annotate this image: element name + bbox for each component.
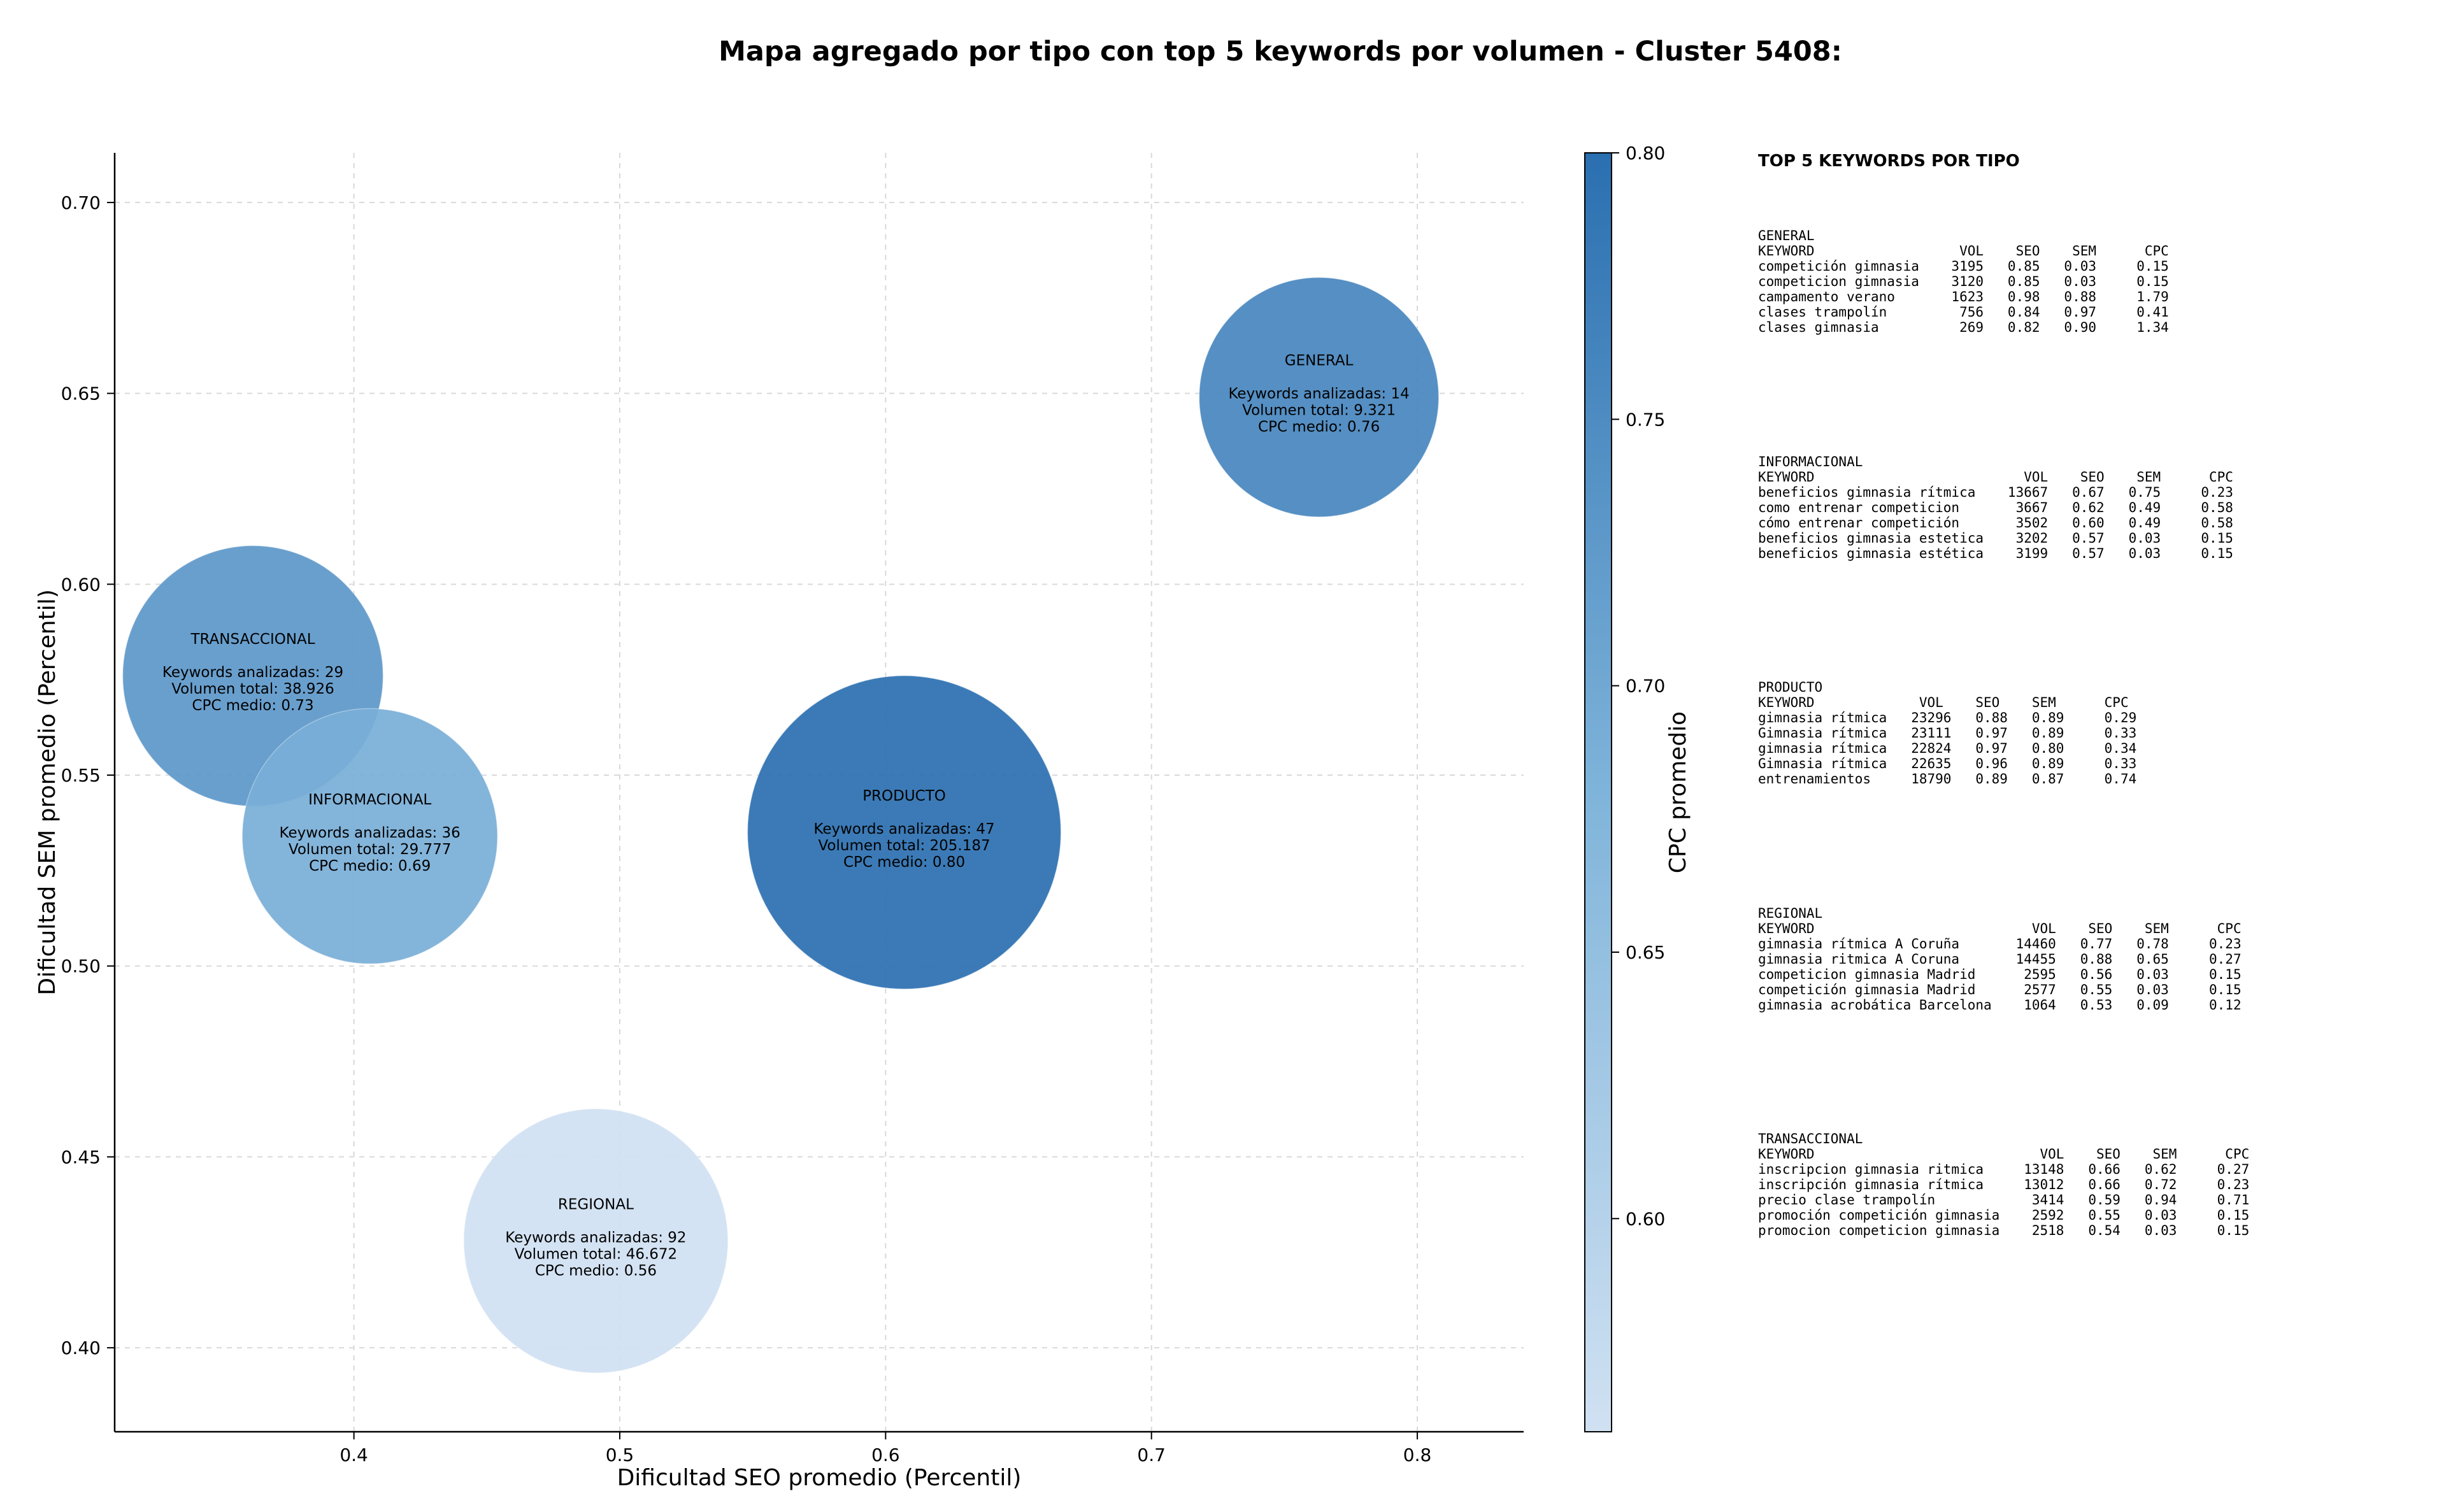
keyword-group-producto: PRODUCTO KEYWORD VOL SEO SEM CPC gimnasia … <box>1758 680 2136 787</box>
bubble-volume-label: Volumen total: 205.187 <box>818 838 990 854</box>
bubble-producto <box>747 675 1062 990</box>
bubble-cpc-label: CPC medio: 0.76 <box>1258 419 1380 436</box>
x-tick-label: 0.5 <box>606 1444 634 1466</box>
bubble-general <box>1198 276 1440 518</box>
keyword-table-row: campamento verano 1623 0.98 0.88 1.79 <box>1758 289 2169 304</box>
colorbar: 0.60 0.65 0.70 0.75 0.80 <box>1584 143 1665 1432</box>
bubbles <box>122 276 1440 1374</box>
x-tick-label: 0.6 <box>871 1444 900 1466</box>
bubble-type-label: TRANSACCIONAL <box>190 631 315 648</box>
keyword-table-row: gimnasia rítmica 22824 0.97 0.80 0.34 <box>1758 741 2137 756</box>
y-tick-label: 0.70 <box>61 192 101 213</box>
x-tick-label: 0.8 <box>1403 1444 1432 1466</box>
y-axis-label: Dificultad SEM promedio (Percentil) <box>34 589 61 995</box>
keyword-table-row: gimnasia rítmica A Coruña 14460 0.77 0.7… <box>1758 936 2242 952</box>
keyword-table-row: promocion competicion gimnasia 2518 0.54… <box>1758 1223 2250 1238</box>
y-tick-label: 0.60 <box>61 574 101 595</box>
keyword-table-row: gimnasia rítmica 23296 0.88 0.89 0.29 <box>1758 710 2137 725</box>
bubble-cpc-label: CPC medio: 0.69 <box>309 858 431 874</box>
keyword-table-row: cómo entrenar competición 3502 0.60 0.49… <box>1758 515 2233 531</box>
y-tick-label: 0.45 <box>61 1146 101 1167</box>
keyword-table-row: clases gimnasia 269 0.82 0.90 1.34 <box>1758 320 2169 335</box>
x-tick-label: 0.7 <box>1137 1444 1166 1466</box>
bubble-keywords-label: Keywords analizadas: 92 <box>505 1229 686 1246</box>
keyword-group-regional: REGIONAL KEYWORD VOL SEO SEM CPC gimnasia … <box>1758 906 2242 1013</box>
colorbar-tick-label: 0.75 <box>1626 409 1665 430</box>
y-tick-label: 0.50 <box>61 956 101 977</box>
keyword-table-header: KEYWORD VOL SEO SEM CPC <box>1758 469 2233 485</box>
keyword-group-title: GENERAL <box>1758 228 1815 243</box>
keyword-table-row: competición gimnasia Madrid 2577 0.55 0.… <box>1758 982 2242 997</box>
keyword-group-informacional: INFORMACIONAL KEYWORD VOL SEO SEM CPC bene… <box>1758 454 2233 561</box>
keyword-table-row: gimnasia acrobática Barcelona 1064 0.53 … <box>1758 997 2242 1013</box>
keyword-table-header: KEYWORD VOL SEO SEM CPC <box>1758 243 2169 259</box>
keyword-table-row: inscripcion gimnasia ritmica 13148 0.66 … <box>1758 1162 2250 1177</box>
axes: 0.4 0.5 0.6 0.7 0.8 0.40 0.45 0.50 0.55 0.60 0.65 0… <box>61 153 1524 1466</box>
keyword-table-row: Gimnasia rítmica 22635 0.96 0.89 0.33 <box>1758 756 2137 771</box>
keyword-table-row: inscripción gimnasia rítmica 13012 0.66 … <box>1758 1177 2250 1192</box>
keyword-group-transaccional: TRANSACCIONAL KEYWORD VOL SEO SEM CPC insc… <box>1758 1131 2249 1238</box>
keyword-table-header: KEYWORD VOL SEO SEM CPC <box>1758 695 2129 710</box>
keyword-group-title: PRODUCTO <box>1758 680 1823 695</box>
keyword-panel: TOP 5 KEYWORDS POR TIPO GENERAL KEYWORD V… <box>1758 152 2433 1238</box>
keyword-table-row: competición gimnasia 3195 0.85 0.03 0.15 <box>1758 259 2169 274</box>
colorbar-tick-label: 0.70 <box>1626 676 1665 697</box>
bubble-keywords-label: Keywords analizadas: 36 <box>280 825 461 841</box>
y-tick-label: 0.65 <box>61 383 101 404</box>
bubble-type-label: REGIONAL <box>558 1196 634 1213</box>
bubble-type-label: GENERAL <box>1285 353 1354 369</box>
keyword-table-header: KEYWORD VOL SEO SEM CPC <box>1758 1146 2250 1162</box>
bubble-keywords-label: Keywords analizadas: 14 <box>1229 386 1410 403</box>
keyword-group-title: REGIONAL <box>1758 906 1823 921</box>
bubble-cpc-label: CPC medio: 0.73 <box>192 697 313 714</box>
keyword-table-row: competicion gimnasia 3120 0.85 0.03 0.15 <box>1758 274 2169 289</box>
keyword-table-row: entrenamientos 18790 0.89 0.87 0.74 <box>1758 771 2137 787</box>
keyword-table-row: gimnasia ritmica A Coruna 14455 0.88 0.6… <box>1758 952 2242 967</box>
bubble-informacional <box>241 708 498 965</box>
bubble-type-label: PRODUCTO <box>862 788 946 804</box>
keyword-table-row: precio clase trampolín 3414 0.59 0.94 0.… <box>1758 1192 2250 1208</box>
bubble-volume-label: Volumen total: 46.672 <box>515 1246 678 1262</box>
bubble-volume-label: Volumen total: 29.777 <box>289 841 452 858</box>
colorbar-tick-label: 0.65 <box>1626 942 1665 963</box>
bubble-regional <box>463 1108 729 1374</box>
bubble-volume-label: Volumen total: 9.321 <box>1242 403 1396 419</box>
x-tick-label: 0.4 <box>340 1444 368 1466</box>
keyword-table-row: beneficios gimnasia estetica 3202 0.57 0… <box>1758 531 2233 546</box>
bubble-keywords-label: Keywords analizadas: 47 <box>813 821 994 838</box>
keyword-table-row: promoción competición gimnasia 2592 0.55… <box>1758 1208 2250 1223</box>
keyword-group-title: TRANSACCIONAL <box>1758 1131 1863 1146</box>
x-axis-label: Dificultad SEO promedio (Percentil) <box>617 1465 1022 1491</box>
bubble-cpc-label: CPC medio: 0.56 <box>535 1262 657 1279</box>
bubble-type-label: INFORMACIONAL <box>308 792 431 808</box>
keyword-table-row: Gimnasia rítmica 23111 0.97 0.89 0.33 <box>1758 725 2137 741</box>
colorbar-tick-label: 0.60 <box>1626 1208 1665 1229</box>
keyword-table-row: clases trampolín 756 0.84 0.97 0.41 <box>1758 304 2169 320</box>
keyword-group-title: INFORMACIONAL <box>1758 454 1863 469</box>
keyword-table-row: competicion gimnasia Madrid 2595 0.56 0.… <box>1758 967 2242 982</box>
colorbar-gradient <box>1584 152 1612 1432</box>
colorbar-label: CPC promedio <box>1665 711 1691 873</box>
chart-title: Mapa agregado por tipo con top 5 keyword… <box>719 36 1842 68</box>
y-tick-label: 0.40 <box>61 1337 101 1359</box>
keyword-table-header: KEYWORD VOL SEO SEM CPC <box>1758 921 2242 936</box>
bubble-keywords-label: Keywords analizadas: 29 <box>162 664 343 681</box>
keyword-table-row: beneficios gimnasia estética 3199 0.57 0… <box>1758 546 2233 561</box>
colorbar-tick-label: 0.80 <box>1626 143 1665 164</box>
bubble-volume-label: Volumen total: 38.926 <box>171 681 334 697</box>
keyword-table-row: beneficios gimnasia rítmica 13667 0.67 0… <box>1758 485 2233 500</box>
keyword-table-row: como entrenar competicion 3667 0.62 0.49… <box>1758 500 2233 515</box>
keyword-panel-heading: TOP 5 KEYWORDS POR TIPO <box>1758 152 2020 171</box>
keyword-group-general: GENERAL KEYWORD VOL SEO SEM CPC competició… <box>1758 228 2169 335</box>
y-tick-label: 0.55 <box>61 765 101 786</box>
bubble-cpc-label: CPC medio: 0.80 <box>843 854 965 871</box>
